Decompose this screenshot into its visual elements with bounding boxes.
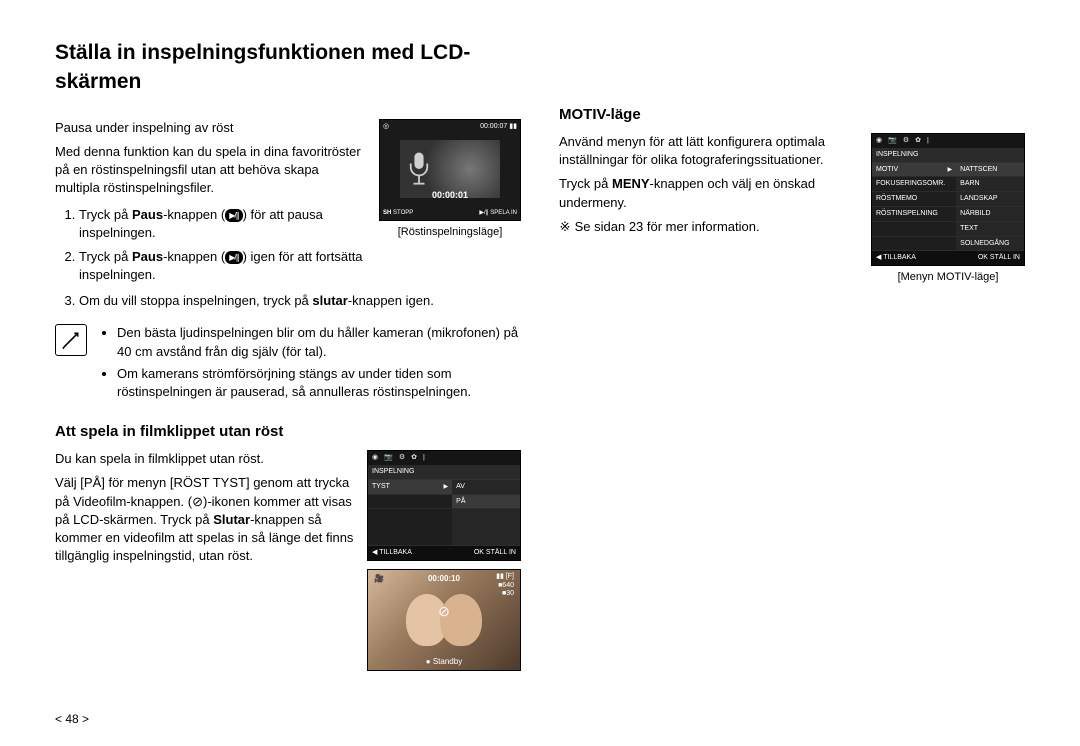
tab-icon: ◉	[876, 136, 882, 146]
motiv-menu-lcd: ◉ 📷 ⚙ ✿ | INSPELNING MOTIVNATTSCEN FOKUS…	[871, 133, 1025, 266]
tab-icon: ✿	[915, 136, 921, 146]
rec-caption: [Röstinspelningsläge]	[379, 225, 521, 240]
motiv-caption: [Menyn MOTIV-läge]	[871, 270, 1025, 285]
menu-item: MOTIV	[872, 163, 956, 178]
menu-value: TEXT	[956, 222, 1024, 237]
mute-icon: ⊘	[192, 494, 203, 509]
menu-ok: OK STÄLL IN	[474, 548, 516, 558]
mute-overlay-icon: ⊘	[368, 602, 520, 622]
video-preview-lcd: ⊘ 🎥 00:00:10 ▮▮ [F] ■640 ■30 ● Standby	[367, 569, 521, 671]
motiv-menu-figure: ◉ 📷 ⚙ ✿ | INSPELNING MOTIVNATTSCEN FOKUS…	[871, 133, 1025, 286]
note-list: Den bästa ljudinspelningen blir om du hå…	[101, 324, 521, 405]
menu-item: RÖSTMEMO	[872, 192, 956, 207]
video-status: ▮▮ [F] ■640 ■30	[496, 573, 514, 598]
pause-step-3: Om du vill stoppa inspelningen, tryck på…	[79, 292, 521, 310]
pause-intro: Med denna funktion kan du spela in dina …	[55, 143, 367, 198]
chevron-right-icon	[946, 165, 953, 175]
pause-button-icon: ▶/∥	[225, 209, 242, 222]
tab-icon: ⚙	[399, 453, 405, 463]
pause-step-3-list: Om du vill stoppa inspelningen, tryck på…	[55, 292, 521, 310]
note-1: Den bästa ljudinspelningen blir om du hå…	[117, 324, 521, 360]
menu-value: BARN	[956, 177, 1024, 192]
silent-heading: Att spela in filmklippet utan röst	[55, 421, 521, 442]
menu-item: TYST	[368, 480, 452, 495]
tab-icon: ✿	[411, 453, 417, 463]
motiv-heading: MOTIV-läge	[559, 104, 1025, 125]
note-icon	[55, 324, 87, 356]
reference-icon: ※	[559, 218, 571, 236]
menu-section-label: INSPELNING	[368, 465, 520, 480]
page-title: Ställa in inspelningsfunktionen med LCD-…	[55, 38, 521, 97]
silent-p2: Välj [PÅ] för menyn [RÖST TYST] genom at…	[55, 474, 355, 565]
tab-icon: ◉	[372, 453, 378, 463]
recording-lcd-figure: ◎ 00:00:07 ▮▮ 00:00:01 SH STOPP ▶/∥ SPEL…	[379, 119, 521, 291]
left-column: Ställa in inspelningsfunktionen med LCD-…	[55, 38, 521, 671]
pause-step-1: Tryck på Paus-knappen (▶/∥) för att paus…	[79, 206, 367, 242]
menu-value: NÄRBILD	[956, 207, 1024, 222]
menu-value: NATTSCEN	[956, 163, 1024, 178]
menu-value: SOLNEDGÅNG	[956, 237, 1024, 252]
tab-sep: |	[423, 453, 425, 463]
right-column: MOTIV-läge ◉ 📷 ⚙ ✿ | INSPELNING MOTIVNAT…	[559, 38, 1025, 671]
recording-lcd: ◎ 00:00:07 ▮▮ 00:00:01 SH STOPP ▶/∥ SPEL…	[379, 119, 521, 221]
pause-button-icon: ▶/∥	[225, 251, 242, 264]
rec-icon: ◎	[383, 122, 389, 132]
pause-step-2: Tryck på Paus-knappen (▶/∥) igen för att…	[79, 248, 367, 284]
tab-sep: |	[927, 136, 929, 146]
tab-icon: 📷	[888, 136, 897, 146]
silent-menu-lcd: ◉ 📷 ⚙ ✿ | INSPELNING TYSTAV PÅ ◀ TILLBAK…	[367, 450, 521, 561]
menu-back: ◀ TILLBAKA	[372, 548, 412, 558]
pause-heading: Pausa under inspelning av röst	[55, 119, 367, 137]
chevron-right-icon	[442, 482, 449, 492]
silent-p1: Du kan spela in filmklippet utan röst.	[55, 450, 355, 468]
page: Ställa in inspelningsfunktionen med LCD-…	[0, 0, 1080, 671]
note-box: Den bästa ljudinspelningen blir om du hå…	[55, 324, 521, 405]
note-2: Om kamerans strömförsörjning stängs av u…	[117, 365, 521, 401]
menu-item: FOKUSERINGSOMR.	[872, 177, 956, 192]
pause-steps: Tryck på Paus-knappen (▶/∥) för att paus…	[55, 206, 367, 285]
silent-figures: ◉ 📷 ⚙ ✿ | INSPELNING TYSTAV PÅ ◀ TILLBAK…	[367, 450, 521, 671]
menu-value: LANDSKAP	[956, 192, 1024, 207]
menu-item	[872, 222, 956, 237]
menu-section-label: INSPELNING	[872, 148, 1024, 163]
tab-icon: 📷	[384, 453, 393, 463]
menu-item: RÖSTINSPELNING	[872, 207, 956, 222]
menu-ok: OK STÄLL IN	[978, 253, 1020, 263]
menu-item	[872, 237, 956, 252]
pause-section: Pausa under inspelning av röst Med denna…	[55, 119, 521, 291]
menu-back: ◀ TILLBAKA	[876, 253, 916, 263]
page-number: < 48 >	[55, 711, 89, 728]
menu-value: AV	[452, 480, 520, 495]
tab-icon: ⚙	[903, 136, 909, 146]
menu-value: PÅ	[452, 495, 520, 510]
menu-item	[368, 495, 452, 510]
silent-section: Du kan spela in filmklippet utan röst. V…	[55, 450, 521, 671]
rec-timer: 00:00:01	[380, 189, 520, 202]
video-standby: ● Standby	[368, 656, 520, 667]
